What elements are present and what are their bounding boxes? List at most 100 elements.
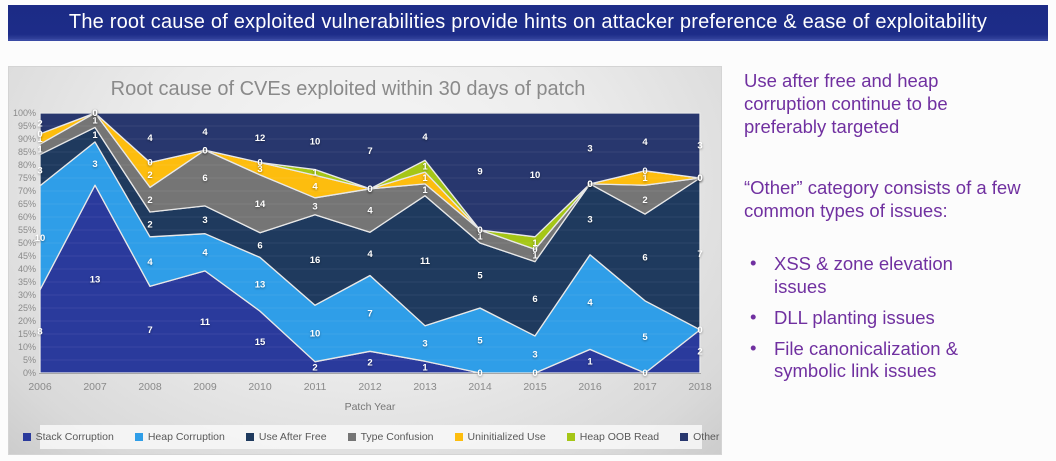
- data-label: 4: [312, 182, 318, 193]
- y-axis-tick: 80%: [18, 160, 36, 170]
- y-axis-tick: 45%: [18, 251, 36, 261]
- data-label: 12: [255, 133, 266, 144]
- x-axis-tick: 2013: [413, 381, 437, 393]
- data-label: 7: [367, 146, 372, 157]
- x-axis-tick: 2015: [523, 381, 547, 393]
- data-label: 1: [92, 115, 98, 126]
- data-label: 3: [532, 350, 537, 361]
- data-label: 1: [37, 134, 43, 145]
- data-label: 0: [477, 225, 482, 236]
- data-label: 2: [697, 347, 702, 358]
- data-label: 11: [420, 256, 431, 267]
- legend-label: Other: [693, 431, 720, 443]
- x-axis-tick: 2007: [83, 381, 107, 393]
- y-axis-tick: 5%: [23, 355, 36, 365]
- data-label: 7: [147, 325, 152, 336]
- data-label: 0: [642, 368, 647, 379]
- data-label: 0: [367, 184, 372, 195]
- data-label: 0: [477, 368, 482, 379]
- data-label: 0: [642, 166, 647, 177]
- data-label: 0: [202, 145, 207, 156]
- data-label: 0: [367, 184, 372, 195]
- data-label: 0: [697, 173, 702, 184]
- bullet-icon: •: [750, 336, 757, 358]
- data-label: 0: [202, 145, 207, 156]
- chart-title: Root cause of CVEs exploited within 30 d…: [110, 78, 586, 100]
- y-axis-tick: 50%: [18, 238, 36, 248]
- legend-label: Heap Corruption: [147, 431, 225, 443]
- data-label: 9: [477, 167, 482, 178]
- data-label: 1: [312, 168, 318, 179]
- data-label: 6: [202, 173, 207, 184]
- data-label: 4: [147, 133, 153, 144]
- bullet-text: DLL planting issues: [774, 306, 935, 328]
- banner-title: The root cause of exploited vulnerabilit…: [68, 10, 988, 33]
- data-label: 15: [255, 337, 266, 348]
- note-secondary: “Other” category consists of a few commo…: [744, 176, 1021, 221]
- data-label: 13: [90, 274, 101, 285]
- data-label: 8: [37, 327, 42, 338]
- y-axis-tick: 40%: [18, 264, 36, 274]
- data-label: 4: [202, 247, 208, 258]
- data-label: 3: [202, 215, 207, 226]
- data-label: 7: [697, 249, 702, 260]
- data-label: 0: [532, 368, 537, 379]
- data-label: 0: [147, 158, 152, 169]
- bullet-text: XSS & zone elevation issues: [774, 252, 953, 297]
- legend-swatch-icon: [680, 433, 689, 441]
- legend-background: [40, 425, 702, 449]
- y-axis-tick: 60%: [18, 212, 36, 222]
- data-label: 0: [697, 325, 702, 336]
- legend-item-uninitialized-use: Uninitialized Use: [454, 431, 546, 443]
- data-label: 1: [92, 130, 98, 141]
- data-label: 1: [587, 356, 593, 367]
- bullet-item: • DLL planting issues: [744, 306, 1004, 330]
- data-label: 11: [200, 317, 211, 328]
- data-label: 0: [697, 173, 702, 184]
- data-label: 0: [257, 158, 262, 169]
- note-primary: Use after free and heap corruption conti…: [744, 70, 948, 137]
- data-label: 2: [312, 363, 317, 374]
- data-label: 13: [255, 279, 266, 290]
- data-label: 0: [92, 108, 97, 119]
- x-axis-tick: 2018: [688, 381, 712, 393]
- x-axis-tick: 2010: [248, 381, 272, 393]
- x-axis-tick: 2006: [28, 381, 52, 393]
- x-axis-tick: 2011: [304, 381, 327, 393]
- data-label: 0: [92, 108, 97, 119]
- data-label: 4: [202, 127, 208, 138]
- data-label: 2: [147, 170, 152, 181]
- y-axis-tick: 100%: [13, 108, 36, 118]
- y-axis-tick: 90%: [18, 134, 36, 144]
- data-label: 1: [477, 232, 483, 243]
- legend-swatch-icon: [22, 433, 31, 441]
- data-label: 0: [587, 179, 592, 190]
- data-label: 6: [642, 253, 647, 264]
- legend-swatch-icon: [347, 433, 356, 441]
- data-label: 0: [92, 108, 97, 119]
- notes-bullet-list: • XSS & zone elevation issues • DLL plantin…: [744, 252, 1004, 384]
- bullet-text: File canonicalization & symbolic link is…: [774, 337, 959, 382]
- y-axis-tick: 25%: [18, 303, 36, 313]
- y-axis-tick: 10%: [18, 342, 36, 352]
- data-label: 6: [257, 240, 262, 251]
- data-label: 0: [587, 179, 592, 190]
- y-axis-tick: 30%: [18, 290, 36, 300]
- data-label: 5: [477, 336, 483, 347]
- y-axis-tick: 85%: [18, 147, 36, 157]
- data-label: 1: [422, 362, 428, 373]
- data-label: 2: [147, 220, 152, 231]
- y-axis-tick: 0%: [23, 368, 36, 378]
- data-label: 1: [37, 145, 43, 156]
- legend-label: Uninitialized Use: [467, 431, 546, 443]
- y-axis-tick: 95%: [18, 121, 36, 131]
- data-label: 4: [642, 137, 648, 148]
- x-axis-tick: 2017: [633, 381, 657, 393]
- data-label: 10: [310, 136, 321, 147]
- data-label: 1: [532, 251, 538, 262]
- data-label: 3: [257, 164, 262, 175]
- data-label: 5: [642, 332, 648, 343]
- y-axis-tick: 20%: [18, 316, 36, 326]
- data-label: 4: [147, 257, 153, 268]
